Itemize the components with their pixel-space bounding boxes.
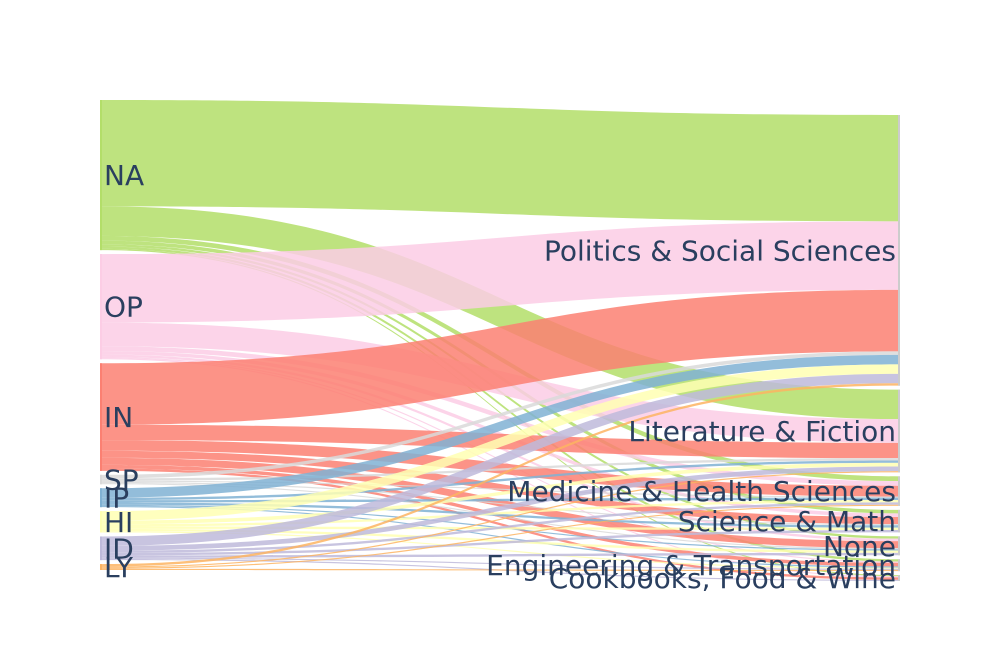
nodes-layer — [100, 100, 900, 581]
target-node-et — [898, 559, 900, 572]
link-ly-to-et — [100, 568, 900, 572]
source-label-id: ID — [104, 532, 134, 565]
link-id-to-sm — [100, 530, 900, 556]
target-node-sm — [898, 509, 900, 533]
link-id-to-mhs — [100, 502, 900, 553]
target-label-mhs: Medicine & Health Sciences — [507, 475, 896, 508]
link-in-to-pss — [100, 289, 900, 425]
link-op-to-pss — [100, 221, 900, 323]
link-na-to-et — [100, 246, 900, 562]
link-ly-to-pss — [100, 383, 900, 567]
source-node-op — [100, 254, 102, 360]
target-node-cfw — [898, 575, 900, 581]
source-label-hi: HI — [104, 506, 133, 539]
link-id-to-lf — [100, 466, 900, 551]
target-label-none: None — [823, 530, 896, 563]
link-na-to-cfw — [100, 248, 900, 577]
target-label-lf: Literature & Fiction — [628, 415, 896, 448]
link-ip-to-lf — [100, 460, 900, 501]
link-na-to-lf — [100, 206, 900, 420]
link-hi-to-pss — [100, 364, 900, 521]
target-label-sm: Science & Math — [678, 505, 896, 538]
link-hi-to-mhs — [100, 500, 900, 527]
target-label-pss: Politics & Social Sciences — [544, 234, 896, 267]
source-node-in — [100, 363, 102, 471]
target-node-pss — [898, 115, 900, 386]
link-id-to-et — [100, 557, 900, 570]
source-node-na — [100, 100, 102, 251]
source-node-hi — [100, 511, 102, 533]
link-id-to-pss — [100, 373, 900, 546]
link-ip-to-sm — [100, 502, 900, 528]
link-na-to-pss — [100, 100, 900, 222]
link-hi-to-et — [100, 531, 900, 569]
source-label-sp: SP — [104, 464, 139, 497]
link-in-to-cfw — [100, 468, 900, 580]
link-ly-to-lf — [100, 471, 900, 568]
link-ly-to-mhs — [100, 504, 900, 569]
link-in-to-sm — [100, 450, 900, 525]
source-label-ip: IP — [104, 482, 129, 515]
link-sp-to-lf — [100, 458, 900, 481]
target-node-lf — [898, 389, 900, 473]
link-sp-to-pss — [100, 351, 900, 479]
source-label-op: OP — [104, 291, 143, 324]
link-hi-to-lf — [100, 462, 900, 525]
source-node-ly — [100, 564, 102, 570]
link-sp-to-sm — [100, 481, 900, 526]
source-label-in: IN — [104, 401, 133, 434]
target-label-cfw: Cookbooks, Food & Wine — [549, 562, 896, 595]
links-layer — [100, 100, 900, 581]
link-hi-to-none — [100, 528, 900, 553]
source-node-id — [100, 536, 102, 561]
link-sp-to-mhs — [100, 480, 900, 498]
target-label-et: Engineering & Transportation — [486, 549, 896, 582]
source-label-na: NA — [104, 159, 144, 192]
target-node-mhs — [898, 476, 900, 506]
source-label-ly: LY — [104, 551, 134, 584]
link-ip-to-pss — [100, 354, 900, 498]
target-node-none — [898, 536, 900, 556]
link-sp-to-none — [100, 483, 900, 550]
source-node-ip — [100, 488, 102, 508]
source-node-sp — [100, 474, 102, 485]
